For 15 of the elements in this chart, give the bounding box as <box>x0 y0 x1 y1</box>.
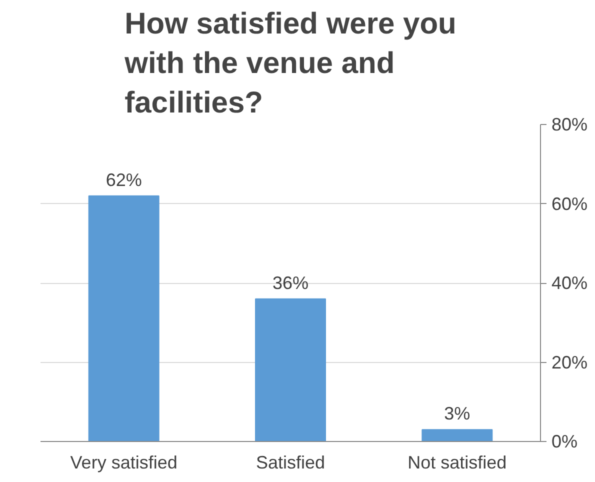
y-tick-label: 60% <box>552 194 588 214</box>
x-tick-label: Not satisfied <box>408 452 507 472</box>
chart-title: How satisfied were you with the venue and facilities? <box>124 7 456 120</box>
y-tick-label: 0% <box>552 432 578 452</box>
bar <box>88 195 160 442</box>
data-label: 3% <box>444 404 470 424</box>
data-label: 62% <box>106 170 142 190</box>
y-tick-label: 80% <box>552 114 588 134</box>
bar <box>255 298 326 442</box>
y-tick-label: 20% <box>552 352 588 372</box>
bar <box>422 429 493 442</box>
x-tick-label: Very satisfied <box>70 452 178 472</box>
x-tick-label: Satisfied <box>256 452 326 472</box>
data-label: 36% <box>272 272 309 293</box>
y-tick-label: 40% <box>552 273 588 293</box>
